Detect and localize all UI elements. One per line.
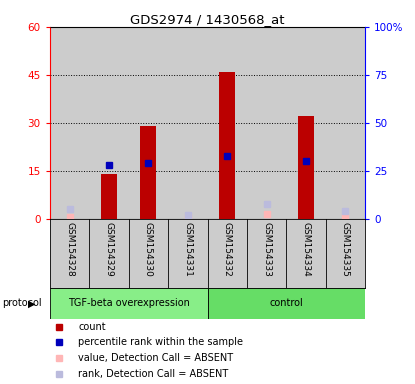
Text: protocol: protocol bbox=[2, 298, 42, 308]
Bar bbox=[247, 27, 286, 219]
Text: GSM154330: GSM154330 bbox=[144, 222, 153, 277]
Text: value, Detection Call = ABSENT: value, Detection Call = ABSENT bbox=[78, 353, 233, 363]
Text: percentile rank within the sample: percentile rank within the sample bbox=[78, 337, 243, 347]
Text: ▶: ▶ bbox=[28, 298, 35, 308]
Text: GSM154333: GSM154333 bbox=[262, 222, 271, 277]
Bar bbox=[286, 27, 326, 219]
Text: GSM154328: GSM154328 bbox=[65, 222, 74, 277]
Title: GDS2974 / 1430568_at: GDS2974 / 1430568_at bbox=[130, 13, 285, 26]
Text: rank, Detection Call = ABSENT: rank, Detection Call = ABSENT bbox=[78, 369, 228, 379]
Bar bbox=[208, 27, 247, 219]
Bar bbox=[219, 72, 235, 219]
Bar bbox=[89, 27, 129, 219]
Bar bbox=[140, 126, 156, 219]
Bar bbox=[101, 174, 117, 219]
Text: GSM154331: GSM154331 bbox=[183, 222, 192, 277]
Bar bbox=[129, 27, 168, 219]
Bar bbox=[50, 27, 89, 219]
Bar bbox=[168, 27, 208, 219]
Text: count: count bbox=[78, 321, 106, 331]
Text: GSM154332: GSM154332 bbox=[223, 222, 232, 277]
Text: GSM154334: GSM154334 bbox=[302, 222, 310, 277]
Text: GSM154329: GSM154329 bbox=[105, 222, 113, 277]
Bar bbox=[208, 288, 365, 319]
Bar bbox=[50, 288, 208, 319]
Text: GSM154335: GSM154335 bbox=[341, 222, 350, 277]
Bar bbox=[298, 116, 314, 219]
Text: control: control bbox=[269, 298, 303, 308]
Bar bbox=[326, 27, 365, 219]
Text: TGF-beta overexpression: TGF-beta overexpression bbox=[68, 298, 190, 308]
